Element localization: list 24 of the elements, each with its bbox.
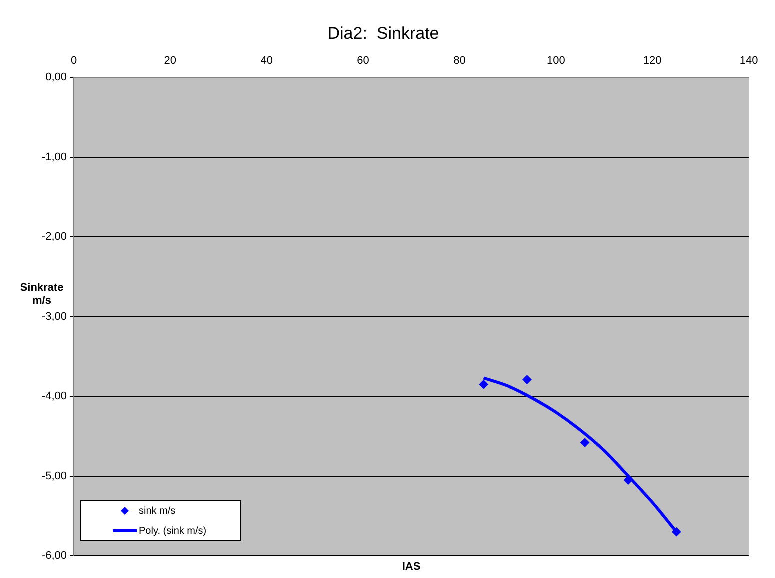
legend-label: sink m/s — [139, 506, 176, 517]
x-tick-label: 60 — [357, 55, 370, 68]
y-tick-label: -3,00 — [42, 310, 67, 323]
y-tick-label: -6,00 — [42, 550, 67, 562]
point — [580, 438, 590, 448]
x-tick-label: 20 — [164, 55, 177, 68]
y-tick-label: -2,00 — [42, 231, 67, 244]
y-tick-label: -4,00 — [42, 390, 67, 403]
x-axis-title: IAS — [402, 561, 421, 573]
point — [522, 375, 532, 384]
x-tick-label: 100 — [546, 55, 566, 68]
x-tick-label: 120 — [643, 55, 662, 68]
point — [479, 380, 488, 390]
chart-title: Dia2: Sinkrate — [328, 24, 440, 43]
legend-label: Poly. (sink m/s) — [139, 526, 207, 537]
y-tick-label: 0,00 — [46, 72, 67, 84]
x-tick-label: 80 — [454, 55, 466, 68]
y-tick-label: -5,00 — [42, 470, 67, 482]
x-tick-label: 40 — [260, 55, 273, 68]
y-axis-title: Sinkrate m/s — [20, 282, 64, 307]
x-tick-label: 0 — [70, 55, 78, 68]
x-tick-label: 140 — [740, 55, 758, 68]
point — [672, 528, 682, 537]
y-tick-label: -1,00 — [42, 151, 67, 164]
